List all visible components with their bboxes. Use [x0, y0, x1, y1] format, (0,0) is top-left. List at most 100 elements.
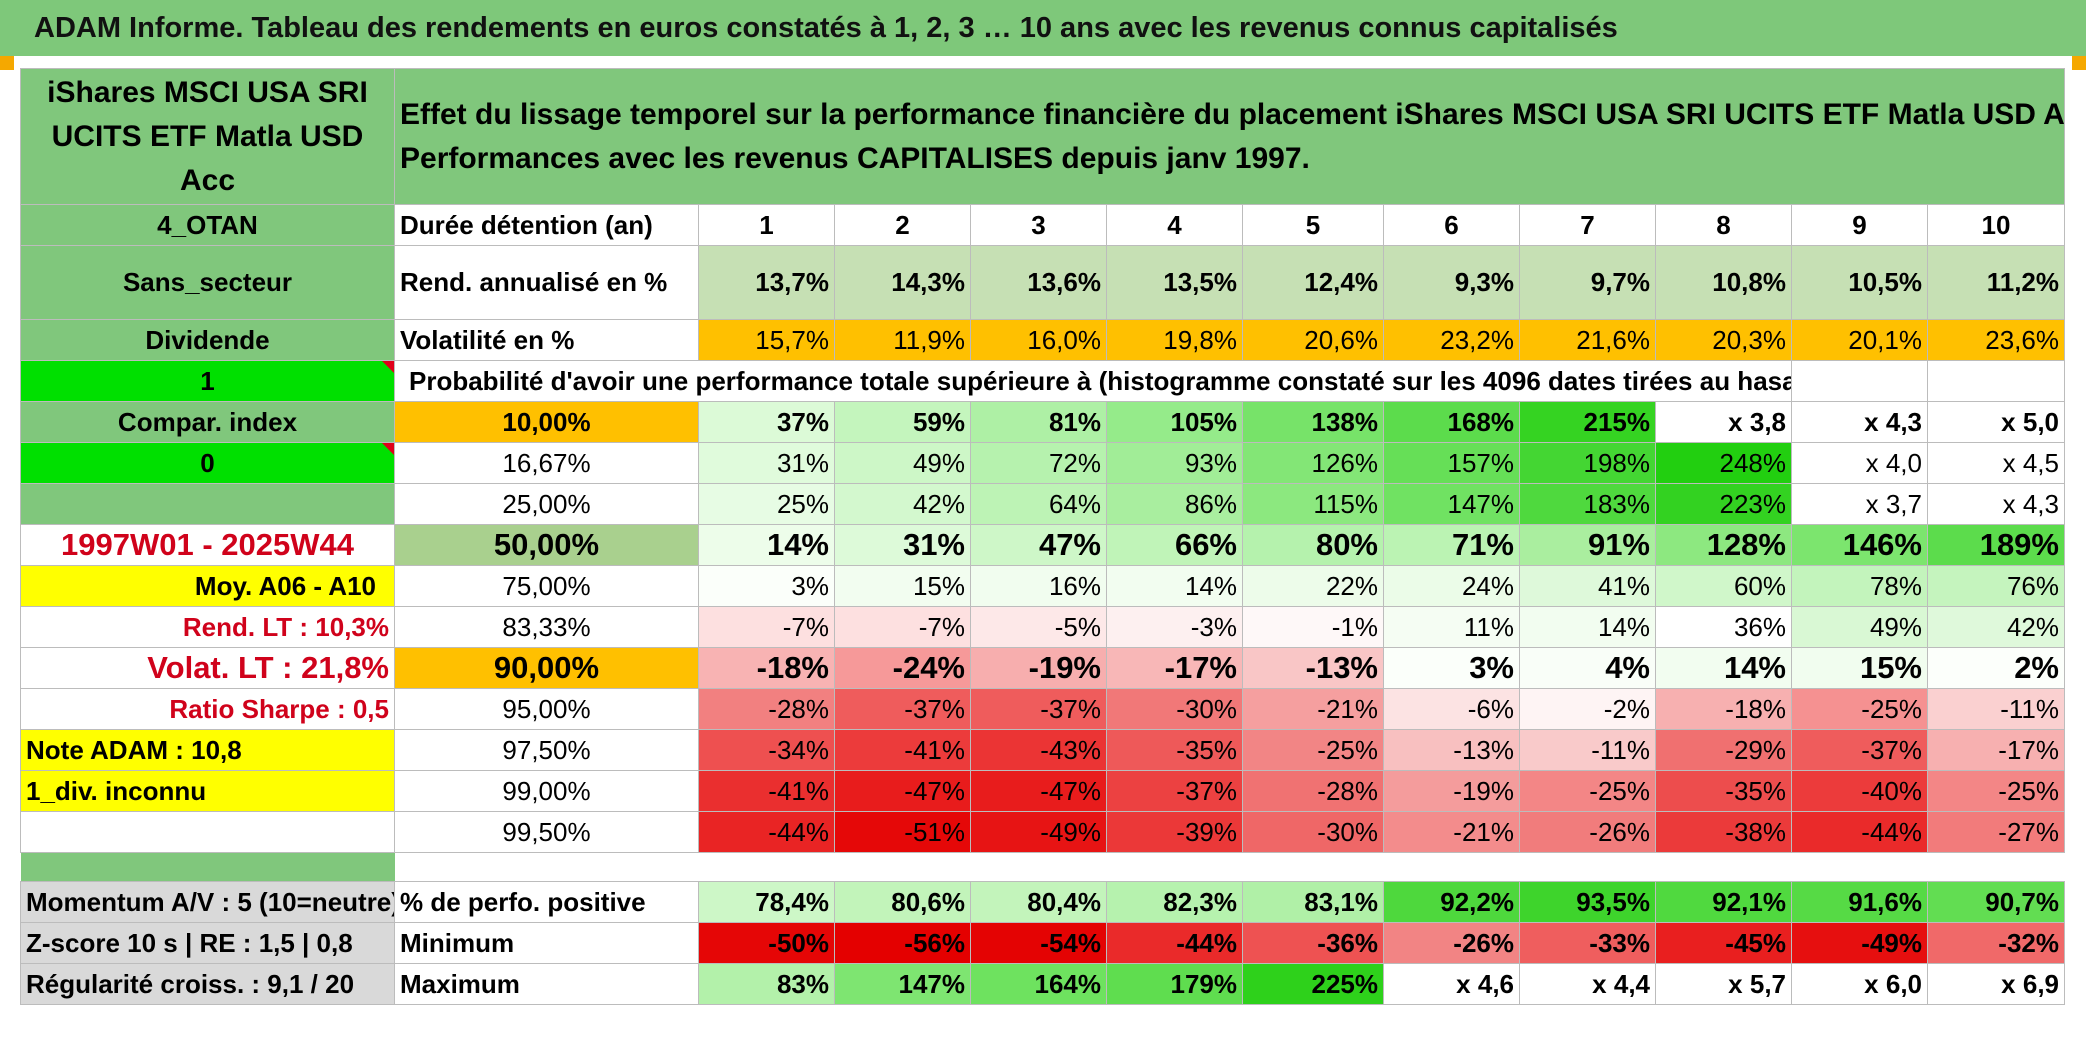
- quantile-cell: -37%: [1106, 770, 1243, 812]
- quantile-cell: 25%: [698, 483, 835, 525]
- positive-cell: 80,6%: [834, 881, 971, 923]
- quantile-cell: -21%: [1383, 811, 1520, 853]
- dividend-selector[interactable]: 1: [20, 360, 395, 402]
- quantile-row: Volat. LT : 21,8% 90,00% -18% -24% -19% …: [20, 647, 2065, 689]
- quantile-prob: 83,33%: [394, 606, 699, 648]
- quantile-cell: 47%: [970, 524, 1107, 566]
- proba-title: Probabilité d'avoir une performance tota…: [394, 360, 1792, 402]
- quantile-cell: 3%: [1383, 647, 1520, 689]
- quantile-cell: 64%: [970, 483, 1107, 525]
- minimum-cell: -26%: [1383, 922, 1520, 964]
- spacer-green: [20, 852, 395, 882]
- description-line-1: Effet du lissage temporel sur la perform…: [400, 97, 2065, 131]
- year-header: 1: [698, 204, 835, 246]
- rend-label: Rend. annualisé en %: [394, 245, 699, 320]
- quantile-cell: -18%: [1655, 688, 1792, 730]
- quantile-cell: 105%: [1106, 401, 1243, 443]
- year-header: 5: [1242, 204, 1384, 246]
- sector-label: Sans_secteur: [20, 245, 395, 320]
- rend-cell: 9,3%: [1383, 245, 1520, 320]
- spacer: [395, 853, 2065, 882]
- minimum-cell: -50%: [698, 922, 835, 964]
- div-unknown-label: 1_div. inconnu: [20, 770, 395, 812]
- regularite-label: Régularité croiss. : 9,1 / 20: [20, 963, 395, 1005]
- report-title: ADAM Informe. Tableau des rendements en …: [0, 0, 2086, 56]
- minimum-cell: -45%: [1655, 922, 1792, 964]
- corner-marker-right: [2072, 56, 2086, 70]
- quantile-cell: x 4,5: [1927, 442, 2065, 484]
- quantile-cell: 93%: [1106, 442, 1243, 484]
- quantile-row: 1997W01 - 2025W44 50,00% 14% 31% 47% 66%…: [20, 524, 2065, 566]
- quantile-cell: 42%: [1927, 606, 2065, 648]
- quantile-cell: 157%: [1383, 442, 1520, 484]
- quantile-prob: 16,67%: [394, 442, 699, 484]
- dividend-label: Dividende: [20, 319, 395, 361]
- quantile-cell: -17%: [1927, 729, 2065, 771]
- quantile-cell: 183%: [1519, 483, 1656, 525]
- quantile-cell: -28%: [1242, 770, 1384, 812]
- quantile-cell: -18%: [698, 647, 835, 689]
- quantile-cell: -17%: [1106, 647, 1243, 689]
- performance-table: iShares MSCI USA SRI UCITS ETF Matla USD…: [20, 68, 2065, 1005]
- positive-cell: 91,6%: [1791, 881, 1928, 923]
- quantile-row: Moy. A06 - A10 75,00% 3% 15% 16% 14% 22%…: [20, 565, 2065, 607]
- quantile-cell: 49%: [834, 442, 971, 484]
- quantile-cell: -30%: [1106, 688, 1243, 730]
- year-header: 6: [1383, 204, 1520, 246]
- quantile-row: Compar. index 10,00% 37% 59% 81% 105% 13…: [20, 401, 2065, 443]
- quantile-cell: -51%: [834, 811, 971, 853]
- quantile-cell: x 3,8: [1655, 401, 1792, 443]
- rend-cell: 13,5%: [1106, 245, 1243, 320]
- quantile-cell: 41%: [1519, 565, 1656, 607]
- quantile-cell: 36%: [1655, 606, 1792, 648]
- rend-cell: 10,8%: [1655, 245, 1792, 320]
- quantile-cell: 31%: [834, 524, 971, 566]
- rend-cell: 12,4%: [1242, 245, 1384, 320]
- quantile-cell: 4%: [1519, 647, 1656, 689]
- quantile-cell: -37%: [1791, 729, 1928, 771]
- rend-cell: 13,7%: [698, 245, 835, 320]
- rend-cell: 14,3%: [834, 245, 971, 320]
- note-adam-label: Note ADAM : 10,8: [20, 729, 395, 771]
- minimum-label: Minimum: [394, 922, 699, 964]
- maximum-cell: x 4,4: [1519, 963, 1656, 1005]
- quantile-cell: x 5,0: [1927, 401, 2065, 443]
- positive-cell: 82,3%: [1106, 881, 1243, 923]
- quantile-cell: -19%: [1383, 770, 1520, 812]
- year-header: 9: [1791, 204, 1928, 246]
- quantile-cell: 138%: [1242, 401, 1384, 443]
- quantile-prob: 90,00%: [394, 647, 699, 689]
- quantile-cell: 126%: [1242, 442, 1384, 484]
- quantile-cell: 81%: [970, 401, 1107, 443]
- year-header: 4: [1106, 204, 1243, 246]
- quantile-cell: 14%: [1519, 606, 1656, 648]
- compar-index-label: Compar. index: [20, 401, 395, 443]
- quantile-cell: 91%: [1519, 524, 1656, 566]
- quantile-cell: -2%: [1519, 688, 1656, 730]
- quantile-row: 25,00% 25% 42% 64% 86% 115% 147% 183% 22…: [20, 483, 2065, 525]
- quantile-cell: -47%: [834, 770, 971, 812]
- quantile-cell: 215%: [1519, 401, 1656, 443]
- quantile-cell: -11%: [1519, 729, 1656, 771]
- maximum-cell: 164%: [970, 963, 1107, 1005]
- quantile-cell: 14%: [1106, 565, 1243, 607]
- maximum-cell: x 6,9: [1927, 963, 2065, 1005]
- compar-index-selector[interactable]: 0: [20, 442, 395, 484]
- quantile-cell: -25%: [1791, 688, 1928, 730]
- quantile-cell: -30%: [1242, 811, 1384, 853]
- quantile-cell: -38%: [1655, 811, 1792, 853]
- quantile-cell: -35%: [1106, 729, 1243, 771]
- vol-label: Volatilité en %: [394, 319, 699, 361]
- quantile-cell: -25%: [1927, 770, 2065, 812]
- maximum-cell: 147%: [834, 963, 971, 1005]
- corner-marker-left: [0, 56, 14, 70]
- moy-label: Moy. A06 - A10: [20, 565, 395, 607]
- quantile-cell: -39%: [1106, 811, 1243, 853]
- quantile-cell: 128%: [1655, 524, 1792, 566]
- quantile-cell: -7%: [834, 606, 971, 648]
- quantile-cell: 16%: [970, 565, 1107, 607]
- quantile-cell: -35%: [1655, 770, 1792, 812]
- quantile-cell: 14%: [1655, 647, 1792, 689]
- positive-cell: 92,2%: [1383, 881, 1520, 923]
- maximum-cell: 179%: [1106, 963, 1243, 1005]
